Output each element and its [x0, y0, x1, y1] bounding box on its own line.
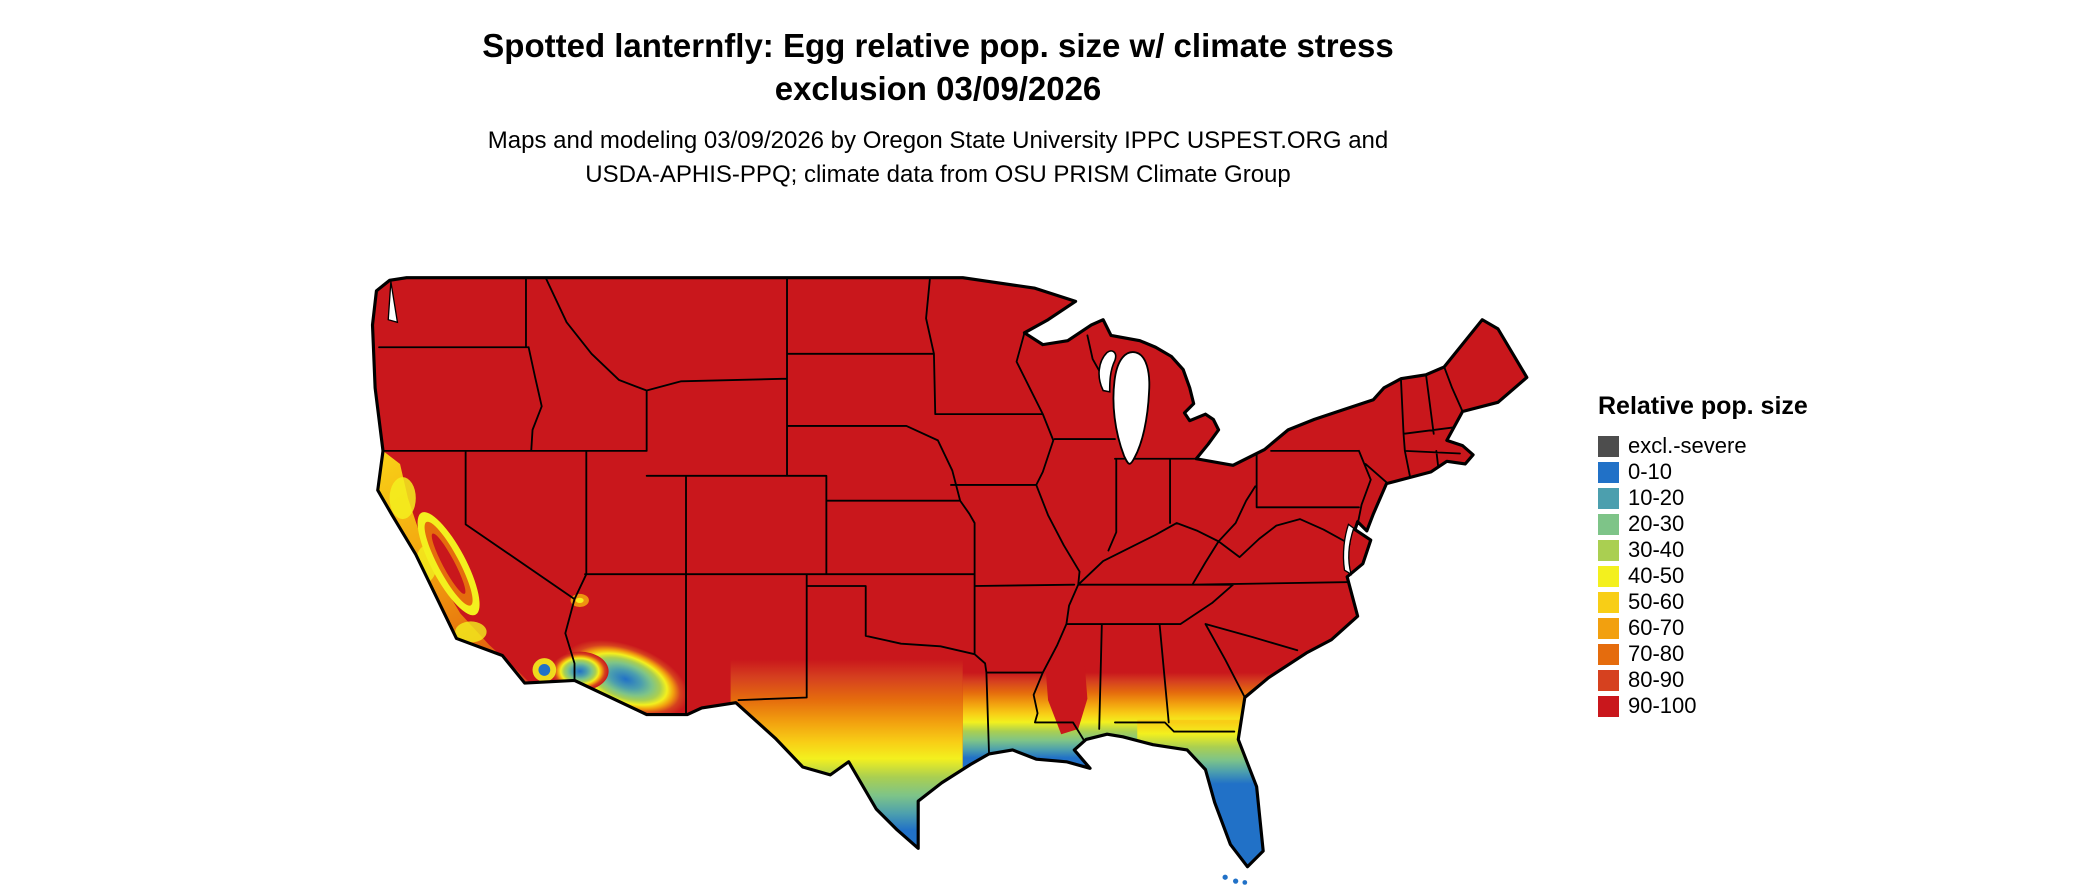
lake-michigan: [1112, 351, 1151, 465]
legend-swatch: [1598, 643, 1619, 665]
legend-item: 0-10: [1598, 459, 1808, 485]
legend-item: 40-50: [1598, 563, 1808, 589]
figure-subtitle: Maps and modeling 03/09/2026 by Oregon S…: [288, 124, 1588, 192]
legend-item: 20-30: [1598, 511, 1808, 537]
legend: Relative pop. size excl.-severe 0-10 10-20…: [1598, 392, 1808, 719]
legend-items: excl.-severe 0-10 10-20 20-30 30-40 40-50 50-6…: [1598, 433, 1808, 719]
legend-label: 20-30: [1628, 511, 1685, 536]
subtitle-line-1: Maps and modeling 03/09/2026 by Oregon S…: [487, 127, 1389, 154]
legend-swatch: [1598, 565, 1619, 587]
legend-item: 80-90: [1598, 667, 1808, 693]
legend-swatch: [1598, 591, 1619, 613]
legend-item: 90-100: [1598, 693, 1808, 719]
legend-label: 30-40: [1628, 537, 1685, 562]
california-coast-strip: [377, 450, 529, 684]
legend-label: 80-90: [1628, 667, 1685, 692]
legend-swatch: [1598, 513, 1619, 535]
legend-swatch: [1598, 669, 1619, 691]
legend-swatch: [1598, 617, 1619, 639]
coastal-blue-spot-1: [433, 610, 441, 617]
state-borders: [376, 277, 1467, 755]
yuma-low-zone: [550, 651, 609, 691]
legend-item: 10-20: [1598, 485, 1808, 511]
mississippi-valley-red-tongue: [1045, 666, 1088, 735]
legend-label: 40-50: [1628, 563, 1685, 588]
us-map: [370, 276, 1529, 885]
legend-swatch: [1598, 461, 1619, 483]
legend-label: 70-80: [1628, 641, 1685, 666]
channel-island-2: [468, 650, 476, 658]
us-outline-stroke: [370, 276, 1529, 869]
vegas-spot-inner: [575, 597, 584, 604]
florida-keys-3: [1242, 880, 1248, 885]
title-line-1: Spotted lanternfly: Egg relative pop. si…: [482, 27, 1394, 64]
puget-sound: [387, 281, 399, 324]
legend-swatch: [1598, 487, 1619, 509]
salton-core: [538, 664, 551, 676]
legend-title: Relative pop. size: [1598, 392, 1808, 420]
legend-label: 90-100: [1628, 693, 1697, 718]
florida-keys-2: [1233, 878, 1239, 884]
legend-label: 50-60: [1628, 589, 1685, 614]
legend-item: 70-80: [1598, 641, 1808, 667]
florida-keys-1: [1222, 874, 1228, 880]
legend-label: 0-10: [1628, 459, 1673, 484]
legend-item: 50-60: [1598, 589, 1808, 615]
coast-yellow-patch-south: [455, 621, 487, 643]
green-bay: [1098, 350, 1117, 393]
legend-label: 10-20: [1628, 485, 1685, 510]
coast-yellow-patch-north: [389, 477, 416, 520]
channel-island-1: [454, 645, 462, 653]
chesapeake-bay: [1342, 523, 1355, 576]
san-diego-blue-spot: [509, 674, 516, 681]
channel-island-3: [484, 656, 492, 663]
legend-item: 30-40: [1598, 537, 1808, 563]
subtitle-line-2: USDA-APHIS-PPQ; climate data from OSU PR…: [585, 161, 1291, 188]
map-container: [300, 220, 1560, 889]
texas-gradient-region: [730, 655, 963, 867]
legend-label: excl.-severe: [1628, 433, 1747, 458]
legend-item: 60-70: [1598, 615, 1808, 641]
central-valley-core: [431, 533, 466, 594]
title-line-2: exclusion 03/09/2026: [774, 70, 1102, 107]
legend-item: excl.-severe: [1598, 433, 1808, 459]
legend-label: 60-70: [1628, 615, 1685, 640]
legend-swatch: [1598, 539, 1619, 561]
legend-swatch: [1598, 435, 1619, 457]
figure-title: Spotted lanternfly: Egg relative pop. si…: [288, 24, 1588, 110]
legend-swatch: [1598, 695, 1619, 717]
